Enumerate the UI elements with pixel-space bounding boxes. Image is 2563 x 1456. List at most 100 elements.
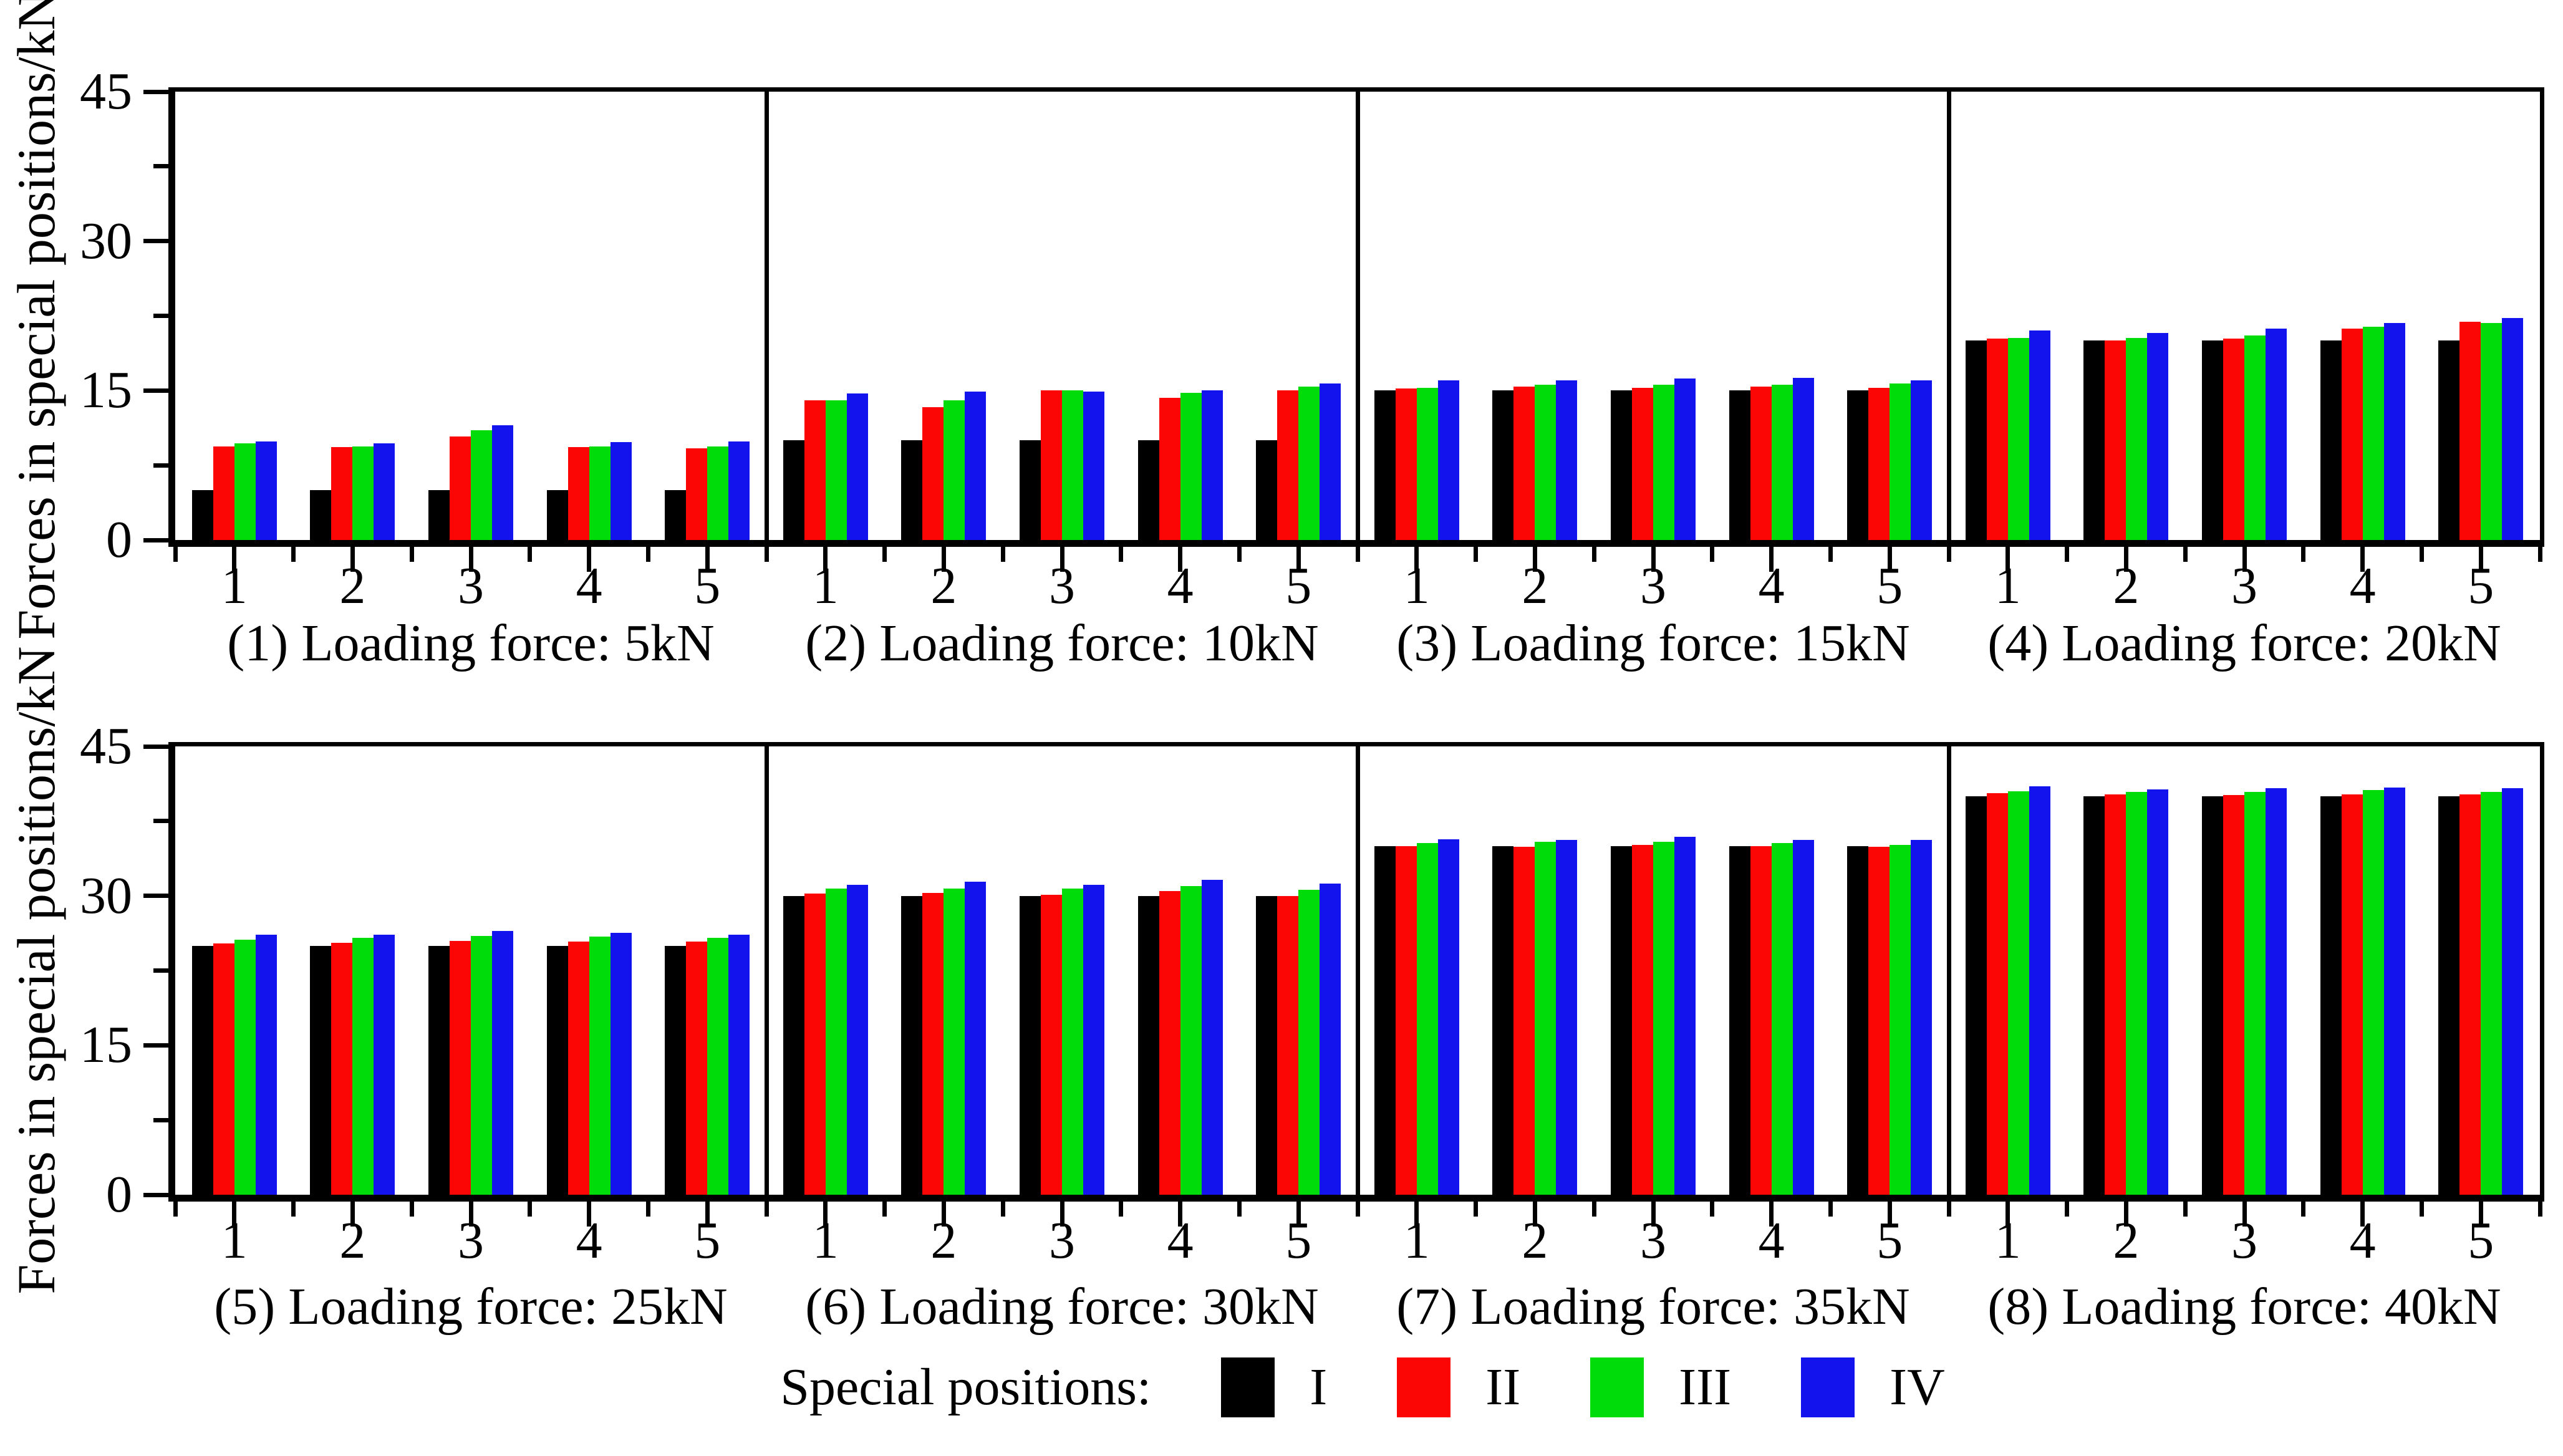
x-minor-tick (882, 1202, 887, 1217)
bar-subplot1-group1-series-III (234, 443, 256, 540)
x-tick-label: 5 (1285, 557, 1312, 615)
bar-subplot6-group5-series-II (1277, 895, 1299, 1195)
legend-label-IV: IV (1890, 1358, 1945, 1416)
bar-subplot7-group3-series-I (1611, 846, 1632, 1195)
bar-subplot6-group3-series-IV (1083, 885, 1104, 1195)
x-tick-label: 1 (1403, 557, 1430, 615)
x-tick-label: 3 (458, 1212, 484, 1270)
bar-subplot7-group2-series-I (1492, 846, 1514, 1195)
x-tick-label: 2 (2113, 557, 2140, 615)
bar-subplot6-group5-series-III (1298, 890, 1320, 1195)
bar-subplot7-group1-series-IV (1437, 839, 1459, 1195)
bar-subplot1-group4-series-IV (610, 442, 632, 540)
subplot-2-caption: (2) Loading force: 10kN (805, 614, 1319, 672)
x-tick-label: 4 (1167, 557, 1194, 615)
bar-subplot5-group5-series-III (707, 937, 729, 1195)
bar-subplot5-group4-series-III (589, 937, 611, 1195)
x-tick-label: 5 (2468, 557, 2494, 615)
bar-subplot1-group2-series-IV (374, 443, 395, 540)
x-major-tick (823, 547, 828, 572)
bar-subplot4-group4-series-I (2320, 340, 2342, 540)
bar-subplot7-group4-series-I (1729, 846, 1750, 1195)
bar-subplot5-group5-series-II (686, 942, 708, 1195)
bar-subplot2-group4-series-I (1137, 440, 1159, 540)
bar-subplot5-group2-series-II (331, 942, 353, 1195)
x-minor-tick (1828, 1202, 1833, 1217)
subplot-6-caption: (6) Loading force: 30kN (805, 1278, 1319, 1336)
x-tick-label: 3 (1640, 1212, 1666, 1270)
bar-subplot8-group2-series-III (2126, 792, 2148, 1195)
x-tick-label: 1 (1994, 557, 2021, 615)
x-major-tick (350, 547, 355, 572)
x-minor-tick (2301, 547, 2306, 562)
x-major-tick (1059, 547, 1064, 572)
x-minor-tick (1355, 547, 1360, 562)
x-tick-label: 3 (2231, 1212, 2257, 1270)
bar-subplot2-group1-series-II (804, 400, 826, 540)
panel-separator (1946, 746, 1951, 1195)
bar-subplot8-group5-series-III (2481, 792, 2503, 1195)
bar-subplot7-group3-series-IV (1674, 837, 1696, 1195)
x-major-tick (2242, 547, 2247, 572)
x-major-tick (705, 1202, 710, 1227)
x-tick-label: 2 (339, 1212, 366, 1270)
x-tick-label: 4 (1758, 557, 1785, 615)
x-tick-label: 1 (1403, 1212, 1430, 1270)
bar-subplot5-group1-series-III (234, 939, 256, 1195)
bar-subplot8-group2-series-I (2083, 796, 2105, 1195)
x-minor-tick (882, 547, 887, 562)
x-tick-label: 4 (2349, 557, 2376, 615)
x-major-tick (232, 1202, 237, 1227)
bar-subplot3-group3-series-III (1653, 384, 1674, 540)
subplot-4-caption: (4) Loading force: 20kN (1987, 614, 2501, 672)
y-tick-label: 30 (80, 211, 132, 270)
x-minor-tick (1946, 1202, 1951, 1217)
x-major-tick (1296, 547, 1301, 572)
x-major-tick (2242, 1202, 2247, 1227)
x-tick-label: 5 (1876, 1212, 1903, 1270)
x-major-tick (2006, 1202, 2010, 1227)
bar-subplot7-group4-series-III (1771, 842, 1793, 1195)
bar-subplot1-group4-series-III (589, 446, 611, 540)
x-tick-label: 5 (694, 557, 721, 615)
bar-subplot6-group3-series-II (1041, 895, 1062, 1195)
x-minor-tick (1237, 1202, 1242, 1217)
x-minor-tick (528, 1202, 533, 1217)
x-tick-label: 5 (1285, 1212, 1312, 1270)
subplot-3-caption: (3) Loading force: 15kN (1396, 614, 1910, 672)
bar-subplot2-group3-series-I (1020, 440, 1041, 540)
bar-subplot4-group5-series-II (2459, 322, 2481, 540)
y-major-tick (143, 388, 168, 393)
x-minor-tick (2301, 1202, 2306, 1217)
x-major-tick (1769, 1202, 1774, 1227)
bar-subplot4-group3-series-I (2202, 340, 2223, 540)
bar-subplot1-group1-series-IV (255, 441, 277, 540)
bar-subplot1-group2-series-I (310, 490, 332, 540)
bar-subplot7-group3-series-III (1653, 842, 1674, 1195)
x-minor-tick (2065, 1202, 2070, 1217)
x-tick-label: 3 (1049, 557, 1075, 615)
bar-subplot6-group4-series-I (1137, 895, 1159, 1195)
bar-subplot4-group5-series-III (2481, 322, 2503, 540)
x-tick-label: 5 (2468, 1212, 2494, 1270)
x-major-tick (1532, 1202, 1537, 1227)
x-major-tick (1059, 1202, 1064, 1227)
x-minor-tick (1828, 547, 1833, 562)
bar-subplot4-group4-series-II (2341, 329, 2363, 540)
x-minor-tick (1000, 547, 1005, 562)
x-minor-tick (764, 547, 769, 562)
x-major-tick (705, 547, 710, 572)
x-major-tick (1651, 547, 1656, 572)
bar-subplot7-group1-series-III (1416, 842, 1438, 1195)
bar-subplot3-group3-series-I (1611, 390, 1632, 540)
y-tick-label: 30 (80, 866, 132, 925)
bar-subplot3-group2-series-IV (1556, 380, 1578, 540)
y-minor-tick (153, 1117, 168, 1122)
bar-subplot1-group5-series-IV (728, 441, 750, 540)
legend-swatch-II (1397, 1357, 1451, 1417)
bar-subplot4-group3-series-III (2244, 335, 2266, 540)
bar-subplot2-group4-series-IV (1201, 390, 1223, 540)
bar-subplot4-group1-series-III (2007, 337, 2029, 540)
x-minor-tick (1474, 547, 1479, 562)
bar-subplot3-group1-series-II (1395, 388, 1417, 540)
